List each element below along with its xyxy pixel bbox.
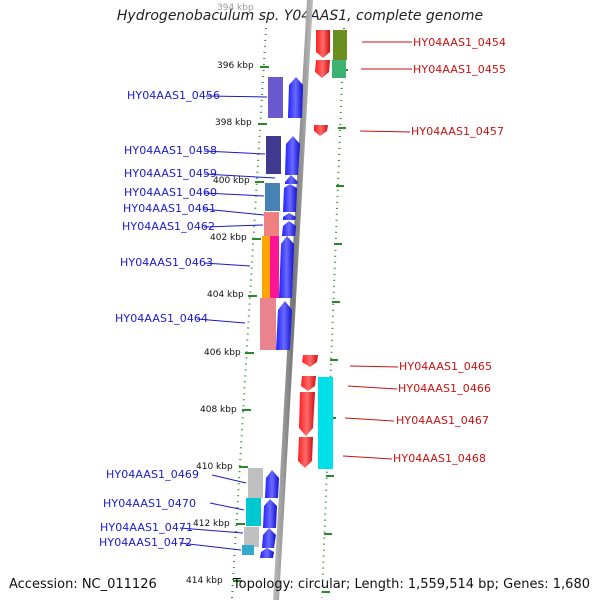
tick-label: 402 kbp — [210, 233, 247, 243]
annotation-bars-left — [242, 77, 283, 555]
gene-label-0468[interactable]: HY04AAS1_0468 — [393, 452, 487, 465]
gene-label-0465[interactable]: HY04AAS1_0465 — [399, 360, 493, 373]
gene-label-0457[interactable]: HY04AAS1_0457 — [411, 125, 505, 138]
leader-lines-right — [342, 41, 412, 460]
gene-label-0460[interactable]: HY04AAS1_0460 — [124, 186, 218, 199]
tick-label: 394 kbp — [217, 3, 254, 13]
tick-label: 414 kbp — [186, 576, 223, 586]
gene-label-0467[interactable]: HY04AAS1_0467 — [396, 414, 490, 427]
accession-text: Accession: NC_011126 — [9, 577, 157, 592]
annotation-bars-right — [318, 30, 347, 469]
gene-label-0472[interactable]: HY04AAS1_0472 — [99, 536, 193, 549]
forward-genes — [260, 77, 303, 558]
tick-label: 404 kbp — [207, 290, 244, 300]
gene-label-0470[interactable]: HY04AAS1_0470 — [103, 497, 197, 510]
gene-label-0463[interactable]: HY04AAS1_0463 — [120, 256, 214, 269]
reverse-genes — [298, 30, 330, 468]
tick-label: 412 kbp — [193, 519, 230, 529]
tick-label: 396 kbp — [217, 61, 254, 71]
tick-label: 410 kbp — [196, 462, 233, 472]
gene-label-0466[interactable]: HY04AAS1_0466 — [398, 382, 492, 395]
gene-label-0455[interactable]: HY04AAS1_0455 — [413, 63, 507, 76]
gene-label-0454[interactable]: HY04AAS1_0454 — [413, 36, 507, 49]
tick-label: 408 kbp — [200, 405, 237, 415]
tick-label: 400 kbp — [213, 176, 250, 186]
page-title: Hydrogenobaculum sp. Y04AAS1, complete g… — [116, 8, 484, 24]
gene-label-0458[interactable]: HY04AAS1_0458 — [124, 144, 218, 157]
gene-label-0459[interactable]: HY04AAS1_0459 — [124, 167, 218, 180]
tick-label: 398 kbp — [215, 118, 252, 128]
gene-label-0471[interactable]: HY04AAS1_0471 — [100, 521, 194, 534]
gene-label-0469[interactable]: HY04AAS1_0469 — [106, 468, 200, 481]
gene-label-0461[interactable]: HY04AAS1_0461 — [123, 202, 217, 215]
topology-text: Topology: circular; Length: 1,559,514 bp… — [232, 577, 590, 592]
right-dotted-track — [321, 27, 345, 599]
tick-label: 406 kbp — [204, 348, 241, 358]
leader-lines-left — [179, 95, 276, 551]
gene-label-0462[interactable]: HY04AAS1_0462 — [122, 220, 216, 233]
gene-label-0456[interactable]: HY04AAS1_0456 — [127, 89, 221, 102]
genome-backbone — [273, 0, 313, 600]
axis-ticks — [233, 66, 269, 582]
gene-label-0464[interactable]: HY04AAS1_0464 — [115, 312, 209, 325]
